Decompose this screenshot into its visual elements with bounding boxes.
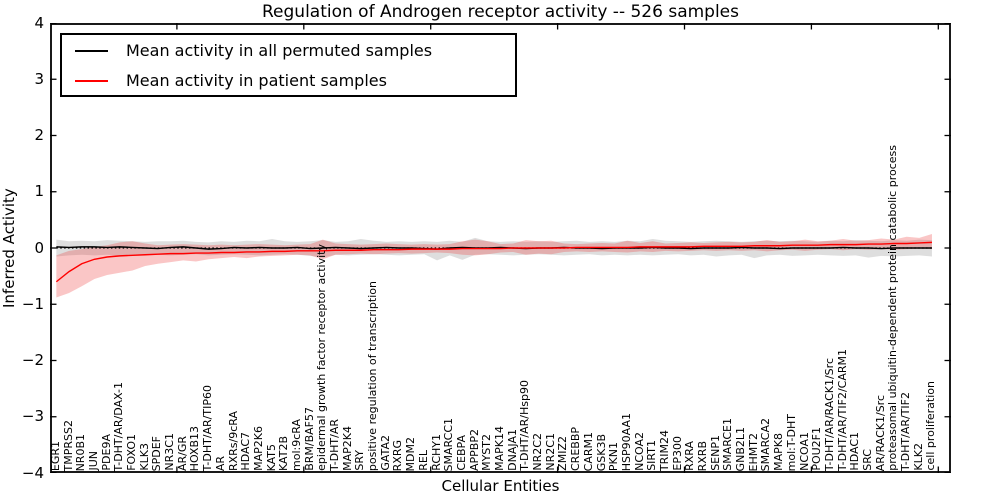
xtick-label: NCOA2 [632, 432, 646, 471]
xtick-label: T-DHT/AR/TIF2/CARM1 [835, 348, 849, 471]
xtick-label: SMARCE1 [721, 418, 735, 471]
plot-border [50, 23, 951, 473]
xtick-label: SENP1 [708, 435, 722, 471]
xtick-label: MDM2 [404, 436, 418, 471]
xtick-label: BRM/BAF57 [302, 407, 316, 471]
ytick-label: 3 [34, 69, 44, 88]
xtick-label: mol:9cRA [289, 419, 303, 471]
xtick-label: APPBP2 [467, 429, 481, 471]
xtick-label: positive regulation of transcription [366, 280, 380, 471]
xtick-label: EP300 [670, 436, 684, 471]
xtick-label: SMARCC1 [442, 417, 456, 471]
xtick-label: NCOA1 [797, 432, 811, 471]
xtick-label: GSK3B [594, 433, 608, 471]
xtick-label: EHMT2 [746, 432, 760, 471]
xtick-label: TMPRSS2 [61, 419, 75, 471]
xtick-label: MAPK8 [772, 433, 786, 471]
xtick-label: MYST2 [480, 434, 494, 471]
legend-label-permuted: Mean activity in all permuted samples [126, 41, 433, 60]
xtick-label: REL [416, 450, 430, 471]
xtick-label: KLK3 [137, 443, 151, 471]
xtick-label: POU2F1 [810, 427, 824, 471]
xtick-label: SPDEF [150, 435, 164, 471]
xtick-label: proteasomal ubiquitin-dependent protein … [886, 145, 900, 471]
patient-mean-line [55, 241, 932, 283]
permuted-line-swatch [75, 49, 108, 52]
ytick-label: 0 [34, 238, 44, 257]
legend-row: Mean activity in patient samples [62, 66, 515, 95]
ytick-label: 2 [34, 126, 44, 144]
xtick-label: NR3C1 [163, 433, 177, 471]
xtick-label: T-DHT/AR [328, 418, 342, 471]
xtick-label: TRIM24 [657, 429, 671, 471]
xtick-label: FOXO1 [124, 434, 138, 471]
xtick-label: CREBBP [569, 427, 583, 471]
plot-canvas [50, 23, 951, 473]
xtick-label: RXRs/9cRA [226, 410, 240, 471]
xtick-label: cell proliferation [924, 381, 938, 471]
xtick-label: mol:T-DHT [784, 413, 798, 471]
xtick-label: RXRB [696, 440, 710, 471]
xtick-label: SIRT1 [645, 440, 659, 471]
ytick-label: −2 [21, 351, 44, 369]
xtick-label: HOXB13 [188, 425, 202, 471]
xtick-label: CARM1 [581, 431, 595, 471]
xtick-label: NR2C1 [543, 433, 557, 471]
ytick-label: 1 [34, 182, 44, 201]
ytick-label: −4 [21, 463, 44, 482]
xtick-label: HDAC1 [848, 432, 862, 471]
xtick-label: PKN1 [607, 441, 621, 471]
xtick-label: T-DHT/AR/Hsp90 [518, 380, 532, 471]
patient-line-swatch [75, 79, 108, 82]
xtick-label: HSP90AA1 [619, 412, 633, 471]
legend: Mean activity in all permuted samples Me… [60, 33, 517, 97]
xtick-label: CEBPA [454, 435, 468, 471]
xtick-label: T-DHT/AR/RACK1/Src [822, 357, 836, 471]
xtick-label: RXRA [683, 441, 697, 471]
xtick-label: KLK2 [911, 443, 925, 471]
plot-area: Mean activity in all permuted samples Me… [48, 23, 951, 473]
ytick-label: 4 [34, 13, 44, 32]
xtick-label: GATA2 [378, 435, 392, 471]
xtick-label: PDE9A [99, 434, 113, 471]
xtick-label: DNAJA1 [505, 429, 519, 471]
xtick-label: MAPK14 [493, 426, 506, 471]
xtick-label: RCHY1 [429, 434, 443, 471]
xtick-label: AR/RACK1/Src [873, 394, 887, 471]
xtick-label: epidermal growth factor receptor activit… [315, 244, 329, 471]
x-axis-label: Cellular Entities [441, 477, 560, 495]
xtick-label: NR2C2 [531, 433, 545, 471]
xtick-label: AR [213, 455, 227, 471]
chart-title: Regulation of Androgen receptor activity… [262, 2, 739, 22]
xtick-label: RXRG [391, 439, 405, 471]
xtick-label: T-DHT/AR/DAX-1 [112, 381, 126, 471]
xtick-label: EGR1 [48, 440, 62, 471]
ytick-label: −3 [21, 407, 44, 426]
permuted-mean-line [56, 246, 932, 250]
xtick-label: HDAC7 [239, 432, 253, 471]
ytick-label: −1 [21, 294, 44, 313]
xtick-label: JUN [86, 451, 100, 471]
xtick-label: GNB2L1 [734, 426, 748, 471]
xtick-label: NR0B1 [74, 433, 88, 471]
xtick-label: MAP2K6 [251, 426, 265, 471]
legend-label-patient: Mean activity in patient samples [126, 71, 387, 90]
xtick-label: AR/GR [175, 435, 189, 471]
xtick-label: ZMIZ2 [556, 436, 570, 471]
xtick-label: T-DHT/AR/TIF2 [899, 391, 913, 471]
xtick-label: SRY [353, 450, 367, 471]
xtick-label: T-DHT/AR/TIP60 [201, 384, 215, 471]
xtick-label: MAP2K4 [340, 426, 354, 471]
patient-confidence-band [56, 233, 932, 298]
xtick-label: KAT2B [277, 436, 291, 471]
xtick-label: SMARCA2 [759, 417, 773, 471]
xtick-label: SRC [861, 449, 874, 471]
legend-row: Mean activity in all permuted samples [62, 36, 515, 65]
xtick-label: KAT5 [264, 443, 278, 471]
